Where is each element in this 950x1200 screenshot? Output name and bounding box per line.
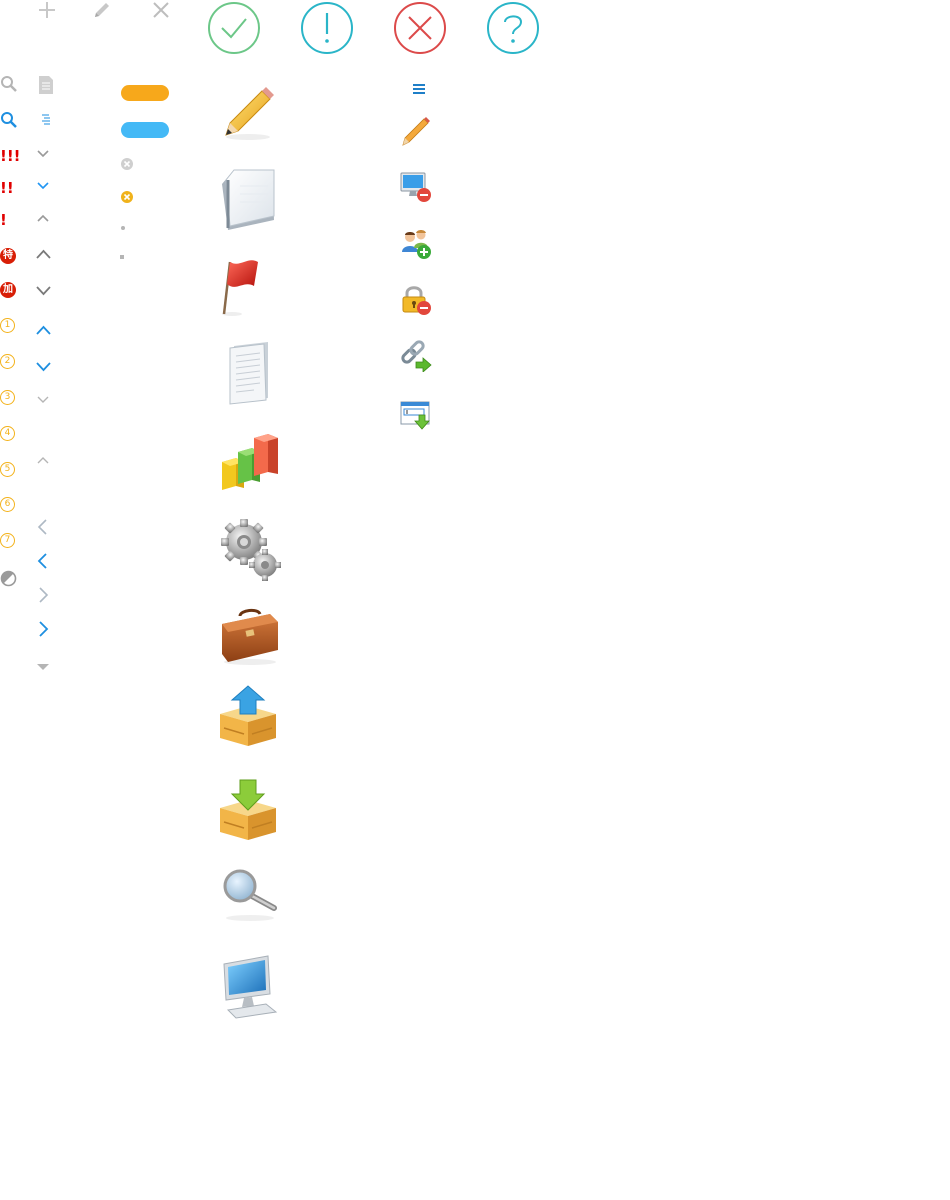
chevron-left-blue-icon[interactable] (35, 552, 51, 570)
magnifier-icon (223, 869, 277, 921)
help-question-icon (487, 2, 539, 54)
caret-down-icon[interactable] (36, 662, 50, 672)
warning-exclamation-icon (301, 2, 353, 54)
number-6-icon: 6 (0, 497, 15, 512)
search-icon[interactable] (0, 75, 18, 93)
document-small-icon (39, 76, 53, 94)
orange-pill (121, 85, 169, 101)
dot-bullet-icon (121, 226, 125, 230)
chevron-down-icon[interactable] (36, 147, 50, 161)
number-5-icon: 5 (0, 462, 15, 477)
blue-pill (121, 122, 169, 138)
number-3-icon: 3 (0, 390, 15, 405)
number-4-icon: 4 (0, 426, 15, 441)
priority-high-icon: !!! (0, 147, 21, 165)
number-7-icon: 7 (0, 533, 15, 548)
success-check-icon (208, 2, 260, 54)
chevron-up-large-icon[interactable] (35, 246, 52, 263)
half-circle-icon (0, 570, 17, 587)
clear-orange-icon[interactable] (120, 190, 134, 204)
priority-medium-icon: !! (0, 179, 14, 197)
chevron-down-blue-large-icon[interactable] (35, 358, 52, 375)
chevron-right-blue-icon[interactable] (35, 620, 51, 638)
plus-icon[interactable] (37, 0, 57, 20)
menu-lines-icon[interactable] (412, 82, 426, 96)
form-download-icon (400, 401, 430, 430)
close-icon[interactable] (151, 0, 171, 20)
chevron-down-large-icon[interactable] (35, 282, 52, 299)
document-icon (229, 342, 268, 405)
number-2-icon: 2 (0, 354, 15, 369)
box-download-icon (220, 779, 276, 840)
number-1-icon: 1 (0, 318, 15, 333)
add-badge: 加 (0, 282, 16, 298)
pencil-icon[interactable] (92, 0, 112, 20)
chevron-right-light-icon[interactable] (35, 586, 51, 604)
users-add-icon (402, 230, 431, 259)
pencil-large-icon (225, 87, 274, 140)
gears-icon (221, 519, 281, 581)
text-list-icon (42, 114, 50, 125)
square-bullet-icon (120, 255, 124, 259)
pencil-small-icon (402, 117, 430, 146)
link-forward-icon (401, 340, 432, 372)
chevron-left-light-icon[interactable] (35, 518, 51, 536)
computer-monitor-icon (223, 955, 278, 1019)
chevron-up-icon[interactable] (36, 211, 50, 225)
chevron-down-light-icon[interactable] (36, 393, 50, 407)
notepad-icon (222, 169, 275, 230)
search-active-icon[interactable] (0, 111, 18, 129)
clear-gray-icon[interactable] (120, 157, 134, 171)
error-x-icon (394, 2, 446, 54)
bar-chart-icon (222, 434, 278, 490)
chevron-up-blue-icon[interactable] (35, 322, 52, 339)
box-upload-icon (220, 685, 276, 746)
chevron-up-light-icon[interactable] (36, 453, 50, 467)
chevron-down-blue-icon[interactable] (36, 179, 50, 193)
priority-low-icon: ! (0, 211, 7, 229)
briefcase-icon (222, 608, 278, 665)
red-flag-icon (222, 260, 258, 316)
urgent-badge: 特 (0, 248, 16, 264)
monitor-remove-icon (400, 172, 431, 202)
lock-remove-icon (402, 286, 431, 315)
